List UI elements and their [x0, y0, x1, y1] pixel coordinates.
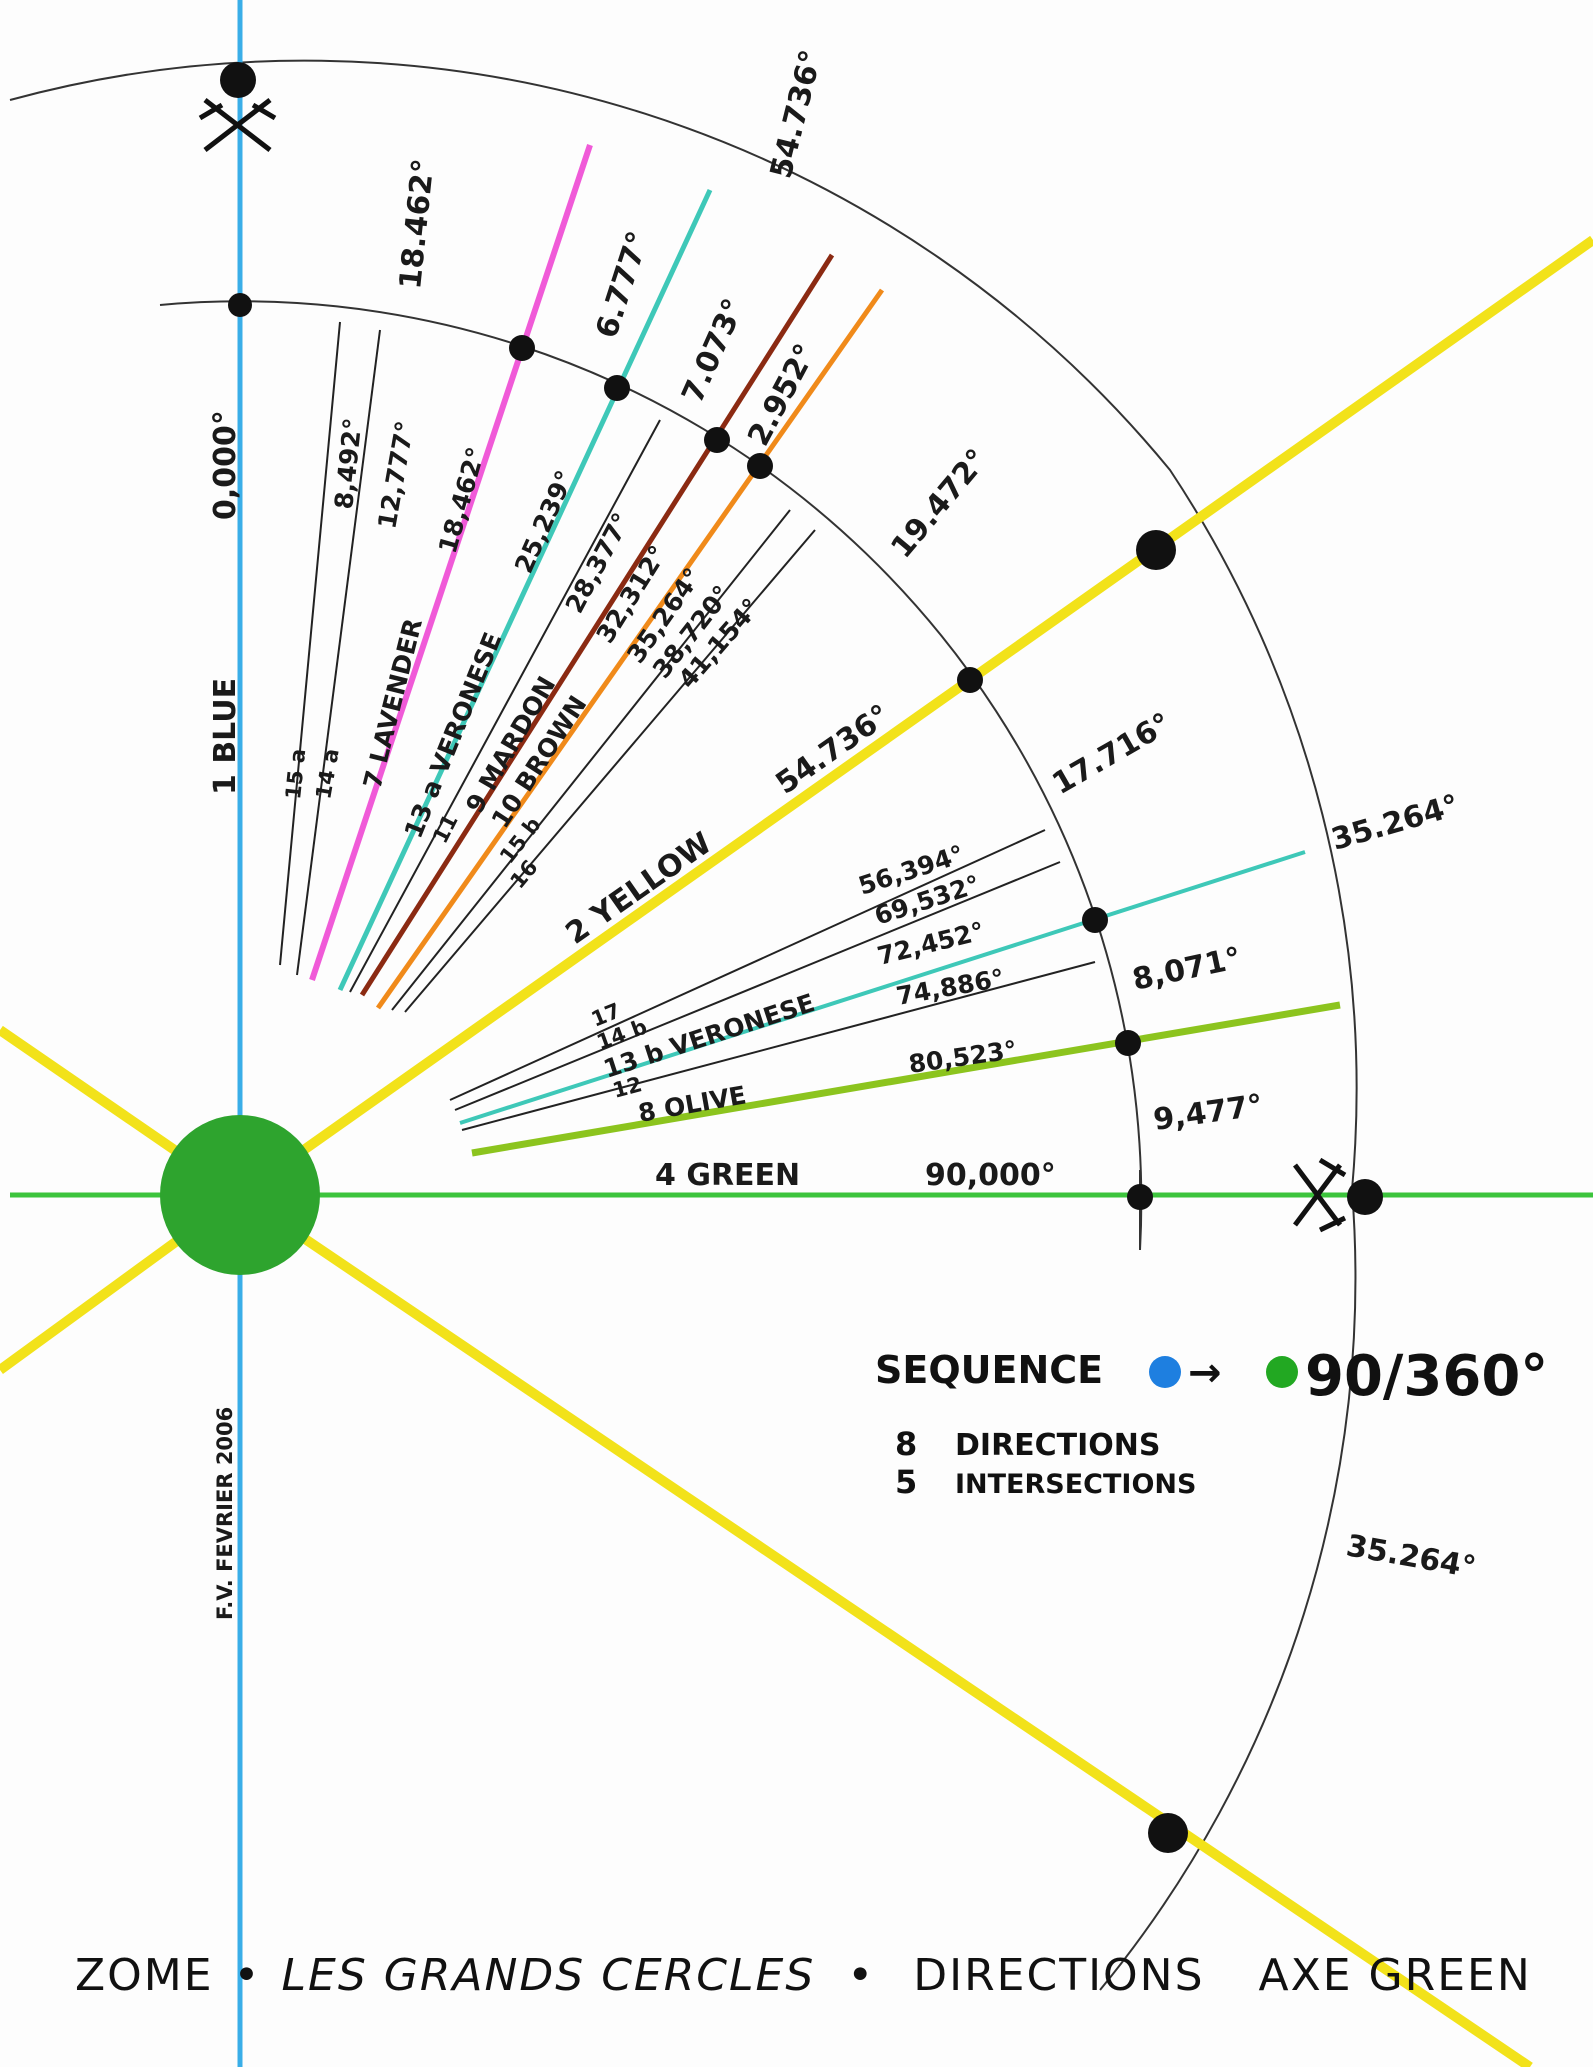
- veronese-lower-line: [459, 850, 1306, 1125]
- maroon-line: [359, 253, 835, 997]
- fan-line-12: [461, 961, 1096, 1131]
- zenith-cross-marker-top: [198, 98, 277, 152]
- angle-label-12777: 12,777°: [372, 419, 419, 531]
- fan-line-11: [349, 419, 661, 993]
- angle-label-8492: 8,492°: [329, 417, 367, 511]
- sequence-label: SEQUENCE: [875, 1348, 1103, 1392]
- olive-label: 8 OLIVE: [636, 1080, 748, 1127]
- title-zome: ZOME: [75, 1950, 214, 2001]
- fan-line-14a: [296, 329, 381, 976]
- directions-count: 8: [895, 1425, 917, 1463]
- intersection-dot-yellow-inner: [957, 667, 983, 693]
- title-axe-green: AXE GREEN: [1259, 1950, 1532, 2001]
- veronese-upper-line: [337, 188, 713, 992]
- fan-label-15a: 15 a: [281, 748, 310, 801]
- arc-label-segment-h: 9,477°: [1151, 1088, 1265, 1138]
- sequence-value: 90/360°: [1305, 1344, 1548, 1409]
- arc-label-outer-top: 54.736°: [764, 47, 830, 182]
- inner-great-circle-arc: [159, 300, 1143, 1251]
- sequence-arrow: →: [1188, 1350, 1222, 1396]
- fan-line-15b: [391, 509, 791, 1011]
- blue-axis-label: 1 BLUE: [208, 678, 243, 795]
- title-directions: DIRECTIONS: [913, 1950, 1204, 2001]
- sequence-to-dot: [1266, 1356, 1298, 1388]
- arc-label-segment-e: 19.472°: [884, 442, 995, 565]
- green-axis-label: 4 GREEN: [655, 1158, 800, 1193]
- intersection-dot-yellow-outer: [1136, 530, 1176, 570]
- intersection-dot-blue-outer: [220, 62, 256, 98]
- intersection-dot-maroon: [704, 427, 730, 453]
- intersection-dot-green-inner: [1127, 1184, 1153, 1210]
- angle-label-25239: 25,239°: [509, 466, 580, 577]
- blue-axis-angle: 0,000°: [208, 410, 243, 520]
- yellow-axis-label: 2 YELLOW: [560, 826, 719, 952]
- green-axis-angle: 90,000°: [925, 1158, 1056, 1193]
- intersection-dot-veronese: [604, 375, 630, 401]
- olive-line: [471, 1001, 1341, 1157]
- intersection-dot-blue-inner: [228, 293, 252, 317]
- sequence-from-dot: [1149, 1356, 1181, 1388]
- page-title: ZOME • LES GRANDS CERCLES • DIRECTIONS A…: [75, 1950, 1532, 2001]
- lavender-label: 7 LAVENDER: [358, 615, 428, 791]
- zenith-cross-marker-right: [1293, 1157, 1347, 1233]
- angle-label-18462-inner: 18,462°: [433, 444, 491, 557]
- yellow-axis-upper-line: [237, 235, 1593, 1200]
- arc-label-segment-c: 7.073°: [675, 294, 752, 409]
- fan-line-16: [404, 529, 816, 1013]
- title-les-grands-cercles: LES GRANDS CERCLES: [282, 1950, 816, 2001]
- arc-label-segment-f: 17.716°: [1047, 706, 1178, 802]
- intersection-dot-green-outer: [1347, 1179, 1383, 1215]
- angle-label-74886: 74,886°: [894, 963, 1006, 1010]
- intersection-dot-lavender: [509, 335, 535, 361]
- intersections-text: INTERSECTIONS: [955, 1469, 1196, 1500]
- directions-text: DIRECTIONS: [955, 1428, 1161, 1463]
- fan-line-14b: [454, 861, 1061, 1111]
- author-signature: F.V. FEVRIER 2006: [213, 1407, 237, 1620]
- green-hub-node: [160, 1115, 320, 1275]
- intersection-dot-olive: [1115, 1030, 1141, 1056]
- yellow-axis-lower-line: [237, 1190, 1533, 2067]
- title-sep-2: •: [847, 1950, 875, 2001]
- intersection-dot-veronese-lower: [1082, 907, 1108, 933]
- arc-label-segment-a: 18.462°: [393, 157, 441, 291]
- arc-label-outer-lower: 35.264°: [1344, 1528, 1479, 1585]
- intersections-count: 5: [895, 1463, 917, 1501]
- intersection-dot-yellow-lower: [1148, 1813, 1188, 1853]
- brown-line: [375, 288, 885, 1010]
- lavender-line: [309, 144, 593, 981]
- fan-line-17: [449, 829, 1046, 1101]
- fan-line-15a: [279, 321, 341, 966]
- title-sep-1: •: [234, 1950, 262, 2001]
- arc-label-outer-right: 35.264°: [1328, 788, 1463, 858]
- arc-label-segment-g: 8,071°: [1129, 941, 1244, 998]
- intersection-dot-brown: [747, 453, 773, 479]
- outer-great-circle-arc: [9, 59, 1358, 1991]
- fan-label-14a: 14 a: [311, 747, 343, 801]
